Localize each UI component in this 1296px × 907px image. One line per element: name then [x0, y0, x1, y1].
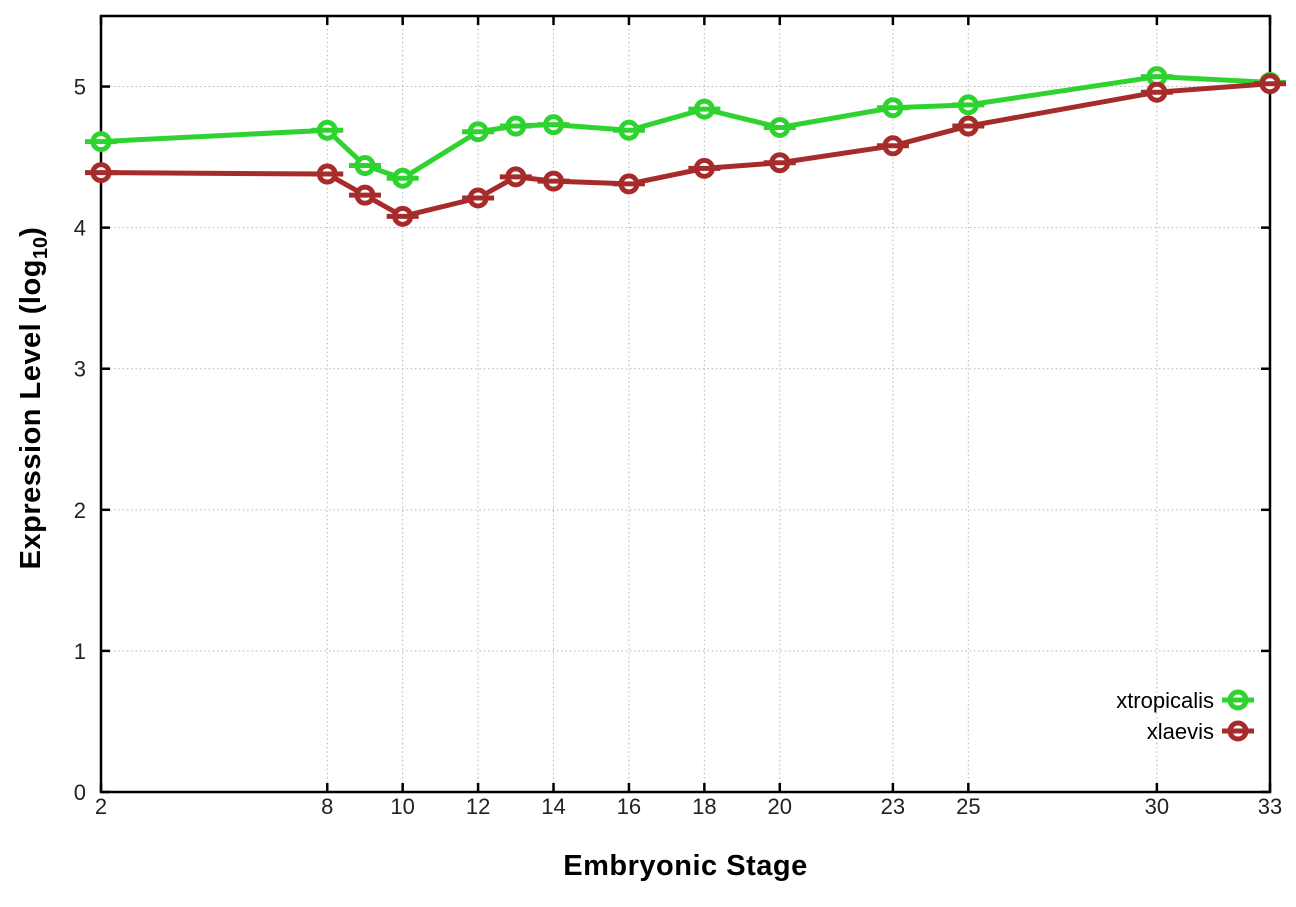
x-tick-label: 8 — [321, 794, 333, 819]
x-tick-label: 16 — [617, 794, 641, 819]
x-tick-label: 10 — [390, 794, 414, 819]
x-tick-label: 14 — [541, 794, 565, 819]
y-tick-label: 5 — [74, 75, 86, 100]
y-tick-label: 4 — [74, 216, 86, 241]
x-axis-title: Embryonic Stage — [563, 850, 808, 882]
legend-entry-xlaevis: xlaevis — [1147, 719, 1254, 744]
legend-label: xtropicalis — [1116, 688, 1214, 713]
y-tick-label: 3 — [74, 357, 86, 382]
series-xlaevis — [85, 73, 1286, 227]
y-tick-label: 2 — [74, 498, 86, 523]
x-tick-label: 33 — [1258, 794, 1282, 819]
x-tick-label: 30 — [1145, 794, 1169, 819]
legend-marker — [1222, 689, 1254, 711]
series-line — [100, 74, 1271, 181]
series-line — [100, 81, 1271, 219]
x-tick-label: 25 — [956, 794, 980, 819]
y-axis-title-close: ) — [15, 226, 47, 237]
x-tick-label: 2 — [95, 794, 107, 819]
y-tick-label: 1 — [74, 639, 86, 664]
y-tick-label: 0 — [74, 780, 86, 805]
legend-label: xlaevis — [1147, 719, 1214, 744]
x-tick-label: 18 — [692, 794, 716, 819]
plot-border — [99, 14, 1272, 794]
y-axis-title-text: Expression Level (log — [15, 259, 47, 570]
x-tick-label: 20 — [768, 794, 792, 819]
y-axis-title-subscript: 10 — [30, 236, 52, 260]
y-axis-title: Expression Level (log10) — [15, 227, 53, 570]
legend: xtropicalis xlaevis — [1116, 688, 1254, 744]
x-tick-label: 12 — [466, 794, 490, 819]
legend-entry-xtropicalis: xtropicalis — [1116, 688, 1254, 713]
legend-marker — [1222, 720, 1254, 742]
x-tick-label: 23 — [881, 794, 905, 819]
